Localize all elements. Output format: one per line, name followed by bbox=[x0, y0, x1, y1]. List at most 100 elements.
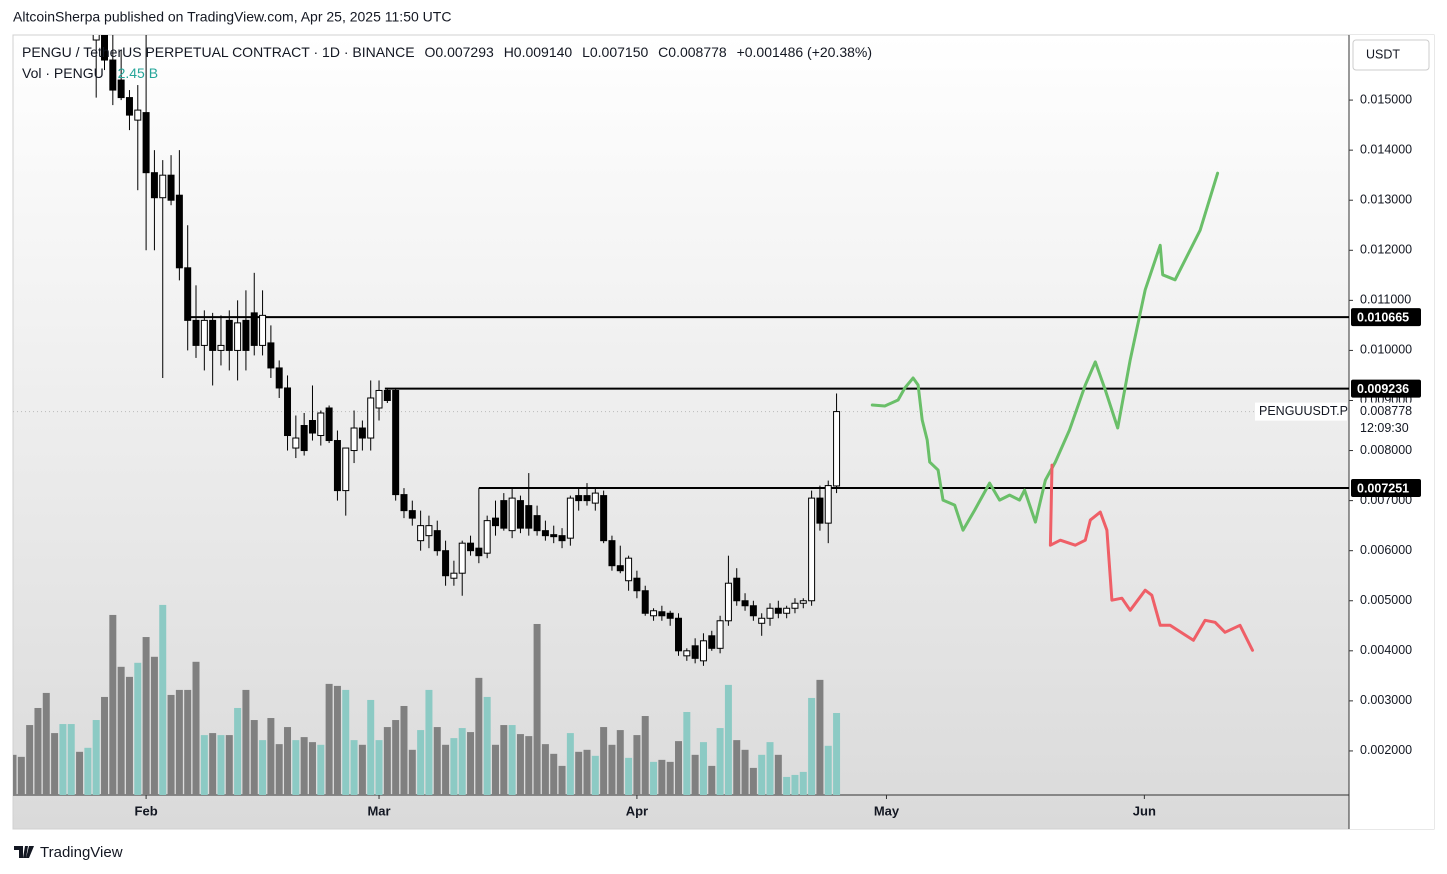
candle-body bbox=[259, 314, 267, 346]
candle-body bbox=[533, 515, 541, 532]
currency-box[interactable] bbox=[1352, 39, 1430, 71]
candle-body bbox=[483, 520, 491, 554]
volume-bar bbox=[134, 662, 142, 795]
candle-body bbox=[392, 389, 400, 496]
legend-change: +0.001486 (+20.38%) bbox=[737, 44, 872, 60]
candle-body bbox=[783, 607, 791, 614]
volume-bar bbox=[450, 738, 458, 795]
candle-body bbox=[566, 497, 574, 539]
volume-bar bbox=[741, 749, 749, 795]
y-tick-label: 0.006000 bbox=[1360, 543, 1412, 557]
volume-bar bbox=[242, 689, 250, 795]
volume-bar bbox=[92, 720, 100, 795]
candle-body bbox=[308, 420, 316, 434]
candle-body bbox=[284, 387, 292, 437]
y-tick-label: 0.003000 bbox=[1360, 693, 1412, 707]
volume-bar bbox=[267, 718, 275, 795]
level-tag-label: 0.009236 bbox=[1357, 382, 1409, 396]
volume-bar bbox=[516, 734, 524, 795]
volume-bar bbox=[292, 740, 300, 795]
volume-bar bbox=[675, 741, 682, 795]
symbol-tag-label: PENGUUSDT.P bbox=[1259, 404, 1348, 418]
volume-bar bbox=[433, 727, 441, 795]
volume-bar bbox=[300, 737, 308, 795]
volume-bar bbox=[125, 676, 133, 795]
candle-body bbox=[808, 497, 816, 602]
candle-body bbox=[650, 610, 658, 617]
countdown-label: 12:09:30 bbox=[1360, 421, 1409, 435]
volume-bar bbox=[42, 692, 50, 795]
x-tick-label: Feb bbox=[135, 803, 158, 818]
volume-bar bbox=[608, 744, 616, 795]
volume-bar bbox=[367, 699, 375, 795]
byline: AltcoinSherpa published on TradingView.c… bbox=[13, 9, 451, 25]
brand: TradingView bbox=[14, 844, 123, 861]
y-tick-label: 0.014000 bbox=[1360, 142, 1412, 156]
candle-body bbox=[192, 319, 200, 346]
chart-frame bbox=[12, 34, 1435, 830]
volume-bar bbox=[583, 749, 591, 795]
y-tick-label: 0.008000 bbox=[1360, 443, 1412, 457]
candle-body bbox=[716, 620, 724, 649]
volume-bar bbox=[625, 757, 633, 795]
candle-body bbox=[475, 547, 483, 557]
price-tag bbox=[1351, 402, 1421, 439]
y-tick-label: 0.011000 bbox=[1360, 293, 1411, 307]
candle-body bbox=[491, 517, 499, 527]
candle-body bbox=[675, 617, 682, 652]
volume-bar bbox=[475, 677, 483, 795]
volume-bar bbox=[566, 733, 574, 795]
volume-bar bbox=[392, 720, 400, 795]
candle-body bbox=[200, 319, 208, 346]
candle-body bbox=[658, 611, 666, 617]
y-tick-label: 0.015000 bbox=[1360, 92, 1412, 106]
volume-bar bbox=[350, 740, 358, 795]
candle-body bbox=[583, 495, 591, 502]
x-tick-label: May bbox=[874, 803, 900, 818]
volume-bar bbox=[766, 742, 774, 795]
volume-bar bbox=[34, 707, 42, 795]
candle-body bbox=[516, 500, 524, 529]
candle-body bbox=[175, 194, 183, 269]
volume-bar bbox=[400, 705, 408, 795]
candle-body bbox=[92, 35, 100, 41]
volume-bar bbox=[333, 685, 341, 795]
candle-body bbox=[325, 407, 333, 442]
volume-bar bbox=[483, 696, 491, 795]
candle-body bbox=[217, 344, 225, 351]
volume-bar bbox=[76, 751, 84, 795]
volume-bar bbox=[408, 749, 416, 795]
candle-body bbox=[417, 525, 425, 542]
candle-body bbox=[433, 530, 441, 552]
candle-body bbox=[683, 650, 691, 657]
volume-bar bbox=[217, 735, 225, 795]
candle-body bbox=[799, 600, 807, 604]
volume-bar bbox=[591, 755, 599, 795]
candle-body bbox=[741, 600, 749, 607]
symbol-tag bbox=[1255, 402, 1347, 421]
currency: USDT bbox=[1366, 47, 1400, 61]
candle-body bbox=[833, 411, 841, 487]
volume-bar bbox=[275, 744, 283, 795]
candle-body bbox=[142, 112, 150, 174]
candle-body bbox=[791, 602, 799, 609]
candle-body bbox=[558, 535, 566, 542]
volume-bar bbox=[26, 725, 34, 795]
candle-body bbox=[724, 582, 732, 622]
candle-body bbox=[525, 505, 533, 529]
volume-bar bbox=[500, 725, 508, 795]
volume-bar bbox=[417, 730, 425, 795]
x-tick-label: Mar bbox=[367, 803, 390, 818]
candle-body bbox=[633, 577, 641, 592]
volume-bar bbox=[650, 761, 658, 795]
volume-bar bbox=[658, 759, 666, 795]
candle-body bbox=[159, 174, 167, 199]
volume-bar bbox=[467, 732, 475, 795]
candle-body bbox=[442, 550, 450, 577]
candle-body bbox=[608, 540, 616, 567]
level-tag bbox=[1351, 479, 1421, 498]
candle-body bbox=[458, 542, 466, 574]
volume-bar bbox=[799, 771, 807, 795]
candle-body bbox=[150, 172, 158, 199]
volume-bar bbox=[17, 756, 25, 795]
